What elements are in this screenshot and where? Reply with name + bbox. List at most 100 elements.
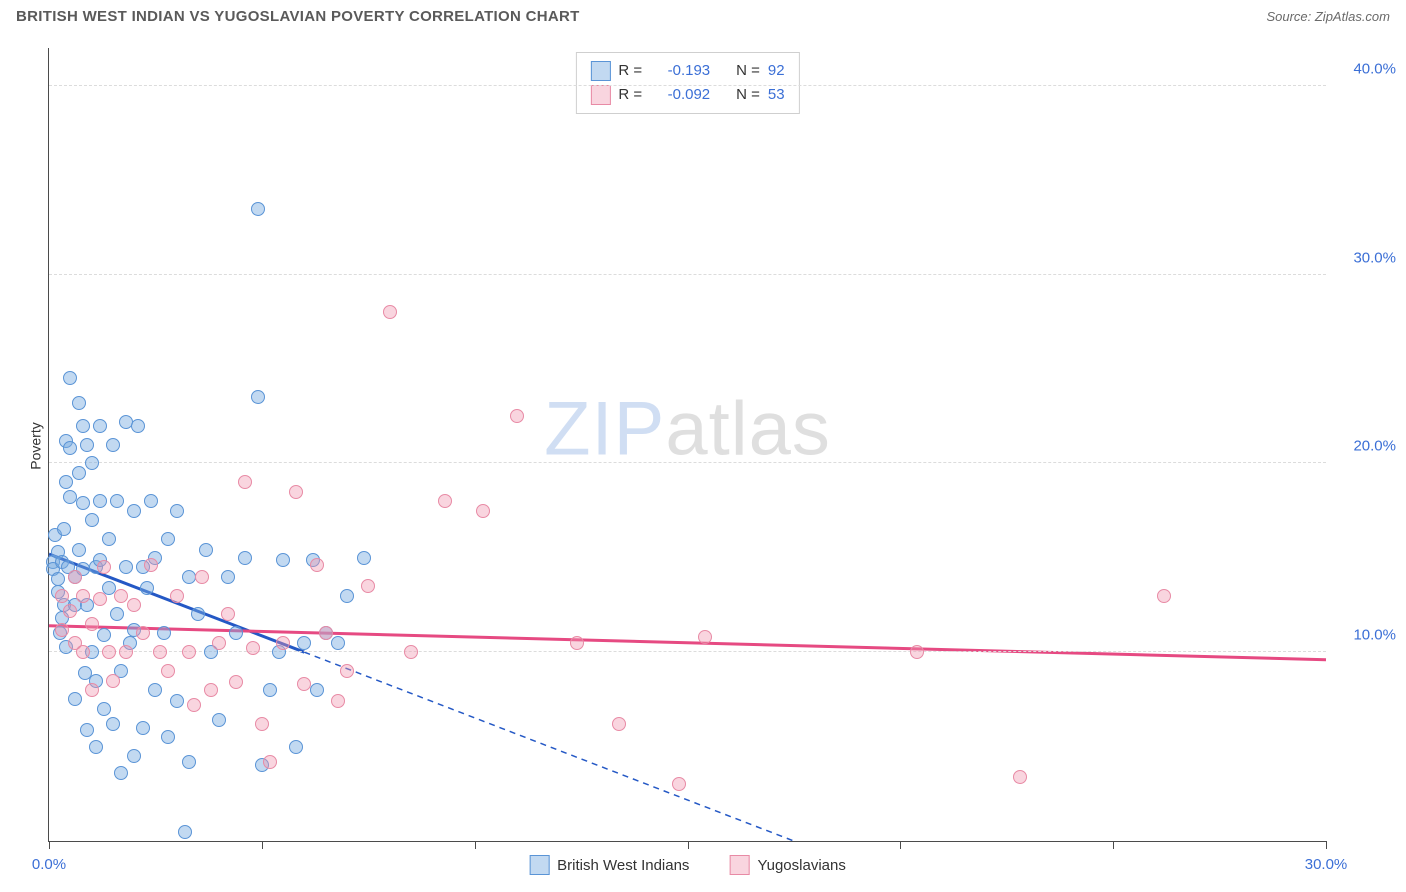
chart-header: BRITISH WEST INDIAN VS YUGOSLAVIAN POVER… (0, 0, 1406, 29)
data-point-bwi (51, 572, 65, 586)
gridline (49, 85, 1326, 86)
legend-row-bwi: R =-0.193N =92 (590, 59, 784, 83)
n-label: N = (736, 59, 760, 83)
data-point-yugo (612, 717, 626, 731)
data-point-yugo (170, 589, 184, 603)
data-point-bwi (251, 390, 265, 404)
chart-source: Source: ZipAtlas.com (1266, 9, 1390, 24)
data-point-yugo (361, 579, 375, 593)
data-point-bwi (72, 466, 86, 480)
swatch-icon (590, 85, 610, 105)
data-point-yugo (698, 630, 712, 644)
swatch-icon (590, 61, 610, 81)
x-tick (1326, 841, 1327, 849)
data-point-bwi (97, 628, 111, 642)
x-tick (475, 841, 476, 849)
scatter-chart: ZIPatlas R =-0.193N =92R =-0.092N =53 Br… (48, 48, 1326, 842)
data-point-yugo (76, 645, 90, 659)
gridline (49, 462, 1326, 463)
data-point-yugo (144, 558, 158, 572)
data-point-bwi (106, 438, 120, 452)
data-point-bwi (263, 683, 277, 697)
legend-series: British West Indians Yugoslavians (529, 855, 846, 875)
data-point-bwi (76, 419, 90, 433)
data-point-yugo (55, 623, 69, 637)
data-point-bwi (144, 494, 158, 508)
data-point-bwi (127, 504, 141, 518)
data-point-bwi (119, 560, 133, 574)
data-point-yugo (229, 675, 243, 689)
data-point-yugo (204, 683, 218, 697)
data-point-bwi (340, 589, 354, 603)
data-point-yugo (255, 717, 269, 731)
data-point-bwi (251, 202, 265, 216)
data-point-bwi (161, 730, 175, 744)
r-label: R = (618, 59, 642, 83)
data-point-yugo (297, 677, 311, 691)
data-point-yugo (404, 645, 418, 659)
data-point-yugo (263, 755, 277, 769)
data-point-bwi (310, 683, 324, 697)
legend-row-yugo: R =-0.092N =53 (590, 83, 784, 107)
data-point-yugo (63, 604, 77, 618)
data-point-yugo (438, 494, 452, 508)
x-tick-label: 30.0% (1305, 856, 1348, 873)
watermark-zip: ZIP (544, 386, 665, 471)
data-point-bwi (85, 456, 99, 470)
data-point-bwi (357, 551, 371, 565)
data-point-yugo (510, 409, 524, 423)
chart-title: BRITISH WEST INDIAN VS YUGOSLAVIAN POVER… (16, 8, 580, 25)
data-point-yugo (221, 607, 235, 621)
y-tick-label: 10.0% (1336, 627, 1396, 644)
data-point-bwi (297, 636, 311, 650)
watermark: ZIPatlas (544, 385, 831, 472)
y-tick-label: 20.0% (1336, 438, 1396, 455)
data-point-bwi (289, 740, 303, 754)
data-point-bwi (148, 683, 162, 697)
data-point-yugo (238, 475, 252, 489)
source-prefix: Source: (1266, 9, 1314, 24)
r-value: -0.092 (650, 83, 710, 107)
data-point-yugo (310, 558, 324, 572)
data-point-bwi (102, 532, 116, 546)
data-point-yugo (340, 664, 354, 678)
data-point-yugo (97, 560, 111, 574)
data-point-bwi (127, 749, 141, 763)
legend-correlation: R =-0.193N =92R = -0.092 N = 53 (575, 52, 799, 114)
n-value: 53 (768, 83, 785, 107)
data-point-yugo (319, 626, 333, 640)
data-point-yugo (331, 694, 345, 708)
x-tick (49, 841, 50, 849)
data-point-yugo (910, 645, 924, 659)
data-point-bwi (57, 522, 71, 536)
y-tick-label: 40.0% (1336, 60, 1396, 77)
data-point-yugo (127, 598, 141, 612)
data-point-bwi (229, 626, 243, 640)
data-point-bwi (72, 396, 86, 410)
y-axis-label: Poverty (28, 422, 44, 469)
gridline (49, 651, 1326, 652)
data-point-bwi (110, 607, 124, 621)
data-point-bwi (170, 694, 184, 708)
legend-item-bwi: British West Indians (529, 855, 689, 875)
swatch-icon (729, 855, 749, 875)
data-point-bwi (85, 513, 99, 527)
data-point-yugo (85, 617, 99, 631)
data-point-bwi (170, 504, 184, 518)
trend-lines (49, 48, 1326, 841)
x-tick (262, 841, 263, 849)
data-point-bwi (63, 371, 77, 385)
data-point-bwi (212, 713, 226, 727)
data-point-bwi (191, 607, 205, 621)
data-point-bwi (63, 441, 77, 455)
data-point-bwi (276, 553, 290, 567)
legend-item-yugo: Yugoslavians (729, 855, 845, 875)
data-point-bwi (93, 419, 107, 433)
data-point-bwi (59, 475, 73, 489)
data-point-yugo (153, 645, 167, 659)
data-point-bwi (114, 766, 128, 780)
data-point-bwi (221, 570, 235, 584)
n-label: N = (736, 83, 760, 107)
data-point-yugo (570, 636, 584, 650)
data-point-bwi (72, 543, 86, 557)
